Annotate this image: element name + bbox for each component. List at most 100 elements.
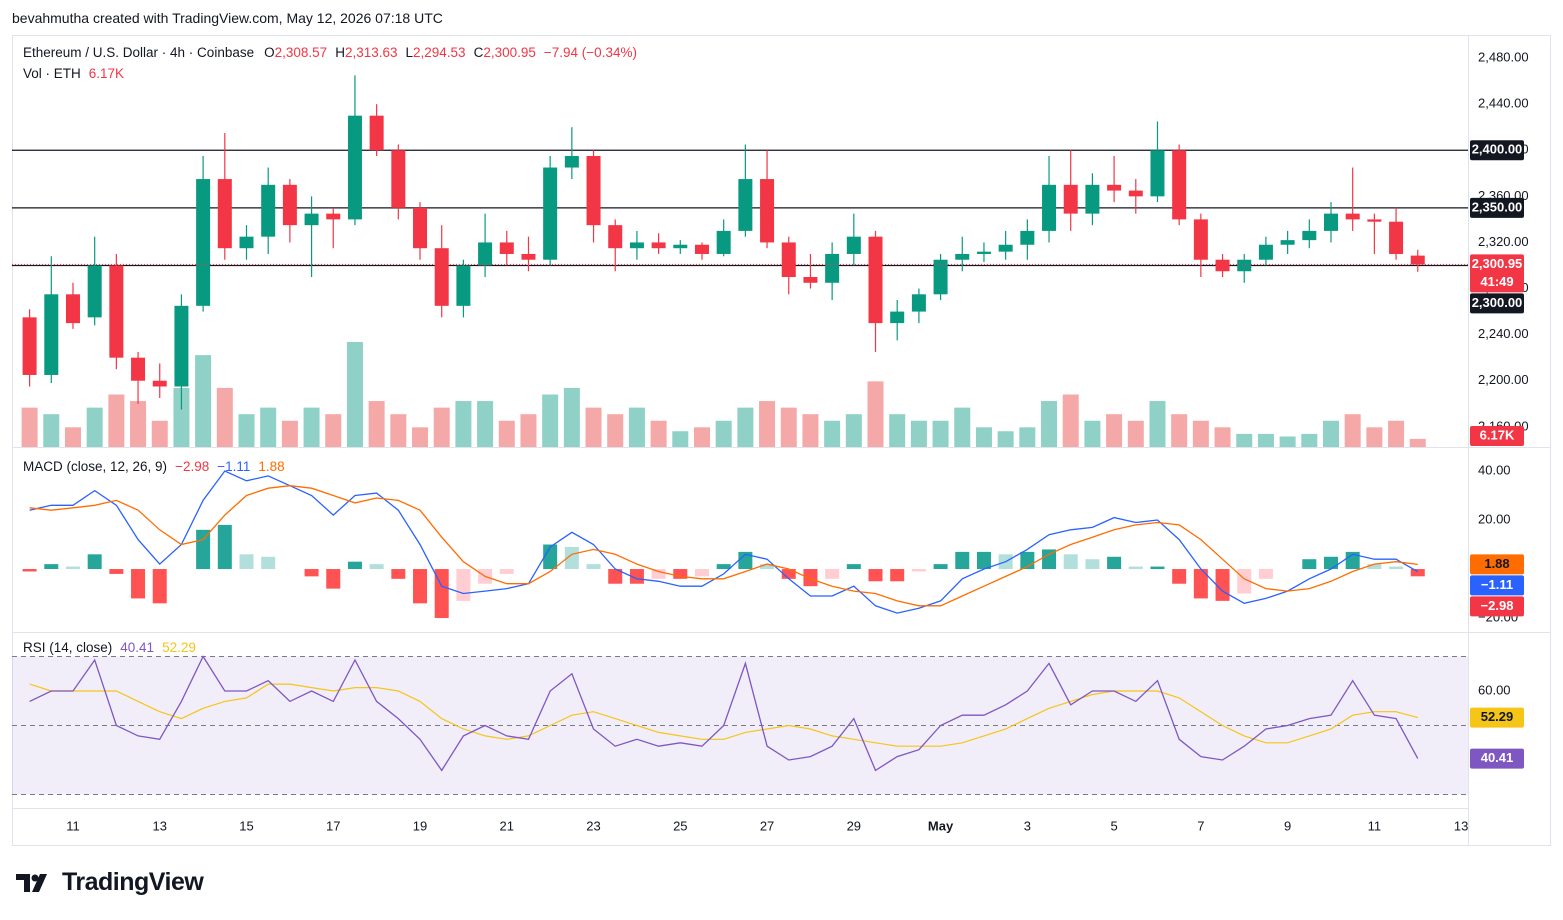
volume-bar [390,414,407,447]
rsi-ma-value: 52.29 [162,640,196,655]
histogram-bar [1128,566,1143,570]
axis-tag-label: 52.29 [1481,709,1514,724]
axis-tag-label: 1.88 [1484,556,1509,571]
candle-body [890,311,905,324]
volume-bar [1279,436,1296,447]
candle-body [1302,230,1317,241]
histogram-bar [564,546,579,570]
y-tick-label: 2,320.00 [1478,234,1529,249]
volume-bar [86,407,103,447]
candle-body [1389,221,1404,254]
histogram-bar [413,569,428,604]
x-tick-label: 15 [239,818,253,833]
candle-body [1150,150,1165,197]
volume-bar [845,414,862,447]
candle-body [608,225,623,249]
histogram-bar [391,569,406,579]
histogram-bar [347,561,362,570]
histogram-bar [716,564,731,570]
signal-value: 1.88 [258,459,285,474]
volume-bar [867,381,884,447]
candle-body [1042,184,1057,231]
histogram-bar [65,566,80,570]
rsi-line [29,655,1419,772]
volume-bar [346,342,363,447]
histogram-bar [434,569,449,619]
volume-bar [130,401,147,447]
x-tick-label: 23 [586,818,600,833]
candle-body [239,236,254,249]
volume-bar [910,420,927,447]
ohlc-key: O [264,45,275,60]
volume-bar [1409,438,1426,447]
volume-bar [1149,401,1166,447]
volume-bar [43,414,60,447]
frame [12,35,1551,846]
histogram-bar [44,564,59,570]
axis-tag [1470,197,1524,218]
histogram-bar [304,569,319,577]
macd-legend: MACD (close, 12, 26, 9) −2.98 −1.11 1.88 [23,459,288,474]
x-tick-label: 11 [66,818,80,833]
volume-bar [1127,420,1144,447]
logo [16,873,47,892]
volume-bar [759,401,776,447]
histogram-bar [629,569,644,584]
histogram-bar [933,564,948,570]
volume-name: Vol · ETH [23,66,81,81]
volume-bar [1366,427,1383,447]
candle-body [694,244,709,254]
histogram-bar [955,551,970,570]
volume-bar [975,427,992,447]
histogram-bar [608,569,623,584]
histogram-bar [1410,569,1425,577]
volume-bar [1214,427,1231,447]
volume-bar [303,407,320,447]
volume-bar [1041,401,1058,447]
histogram-bar [738,551,753,570]
ohlc-value: 2,294.53 [413,45,466,60]
candle-body [998,244,1013,252]
histogram-bar [1389,566,1404,570]
histogram-bar [651,569,666,579]
histogram-bar [1193,569,1208,599]
candle-body [413,207,428,249]
x-tick-label: 27 [760,818,774,833]
volume-bar [672,431,689,447]
ohlc-key: H [335,45,345,60]
histogram-bar [326,569,341,589]
histogram-bar [1107,556,1122,570]
volume-bar [151,420,168,447]
macd-value: −1.11 [217,459,251,474]
axis-tag-label: 2,300.00 [1472,295,1523,310]
volume-bar [607,414,624,447]
volume-bar [693,427,710,447]
histogram-bar [1085,559,1100,570]
histogram-bar [217,524,232,570]
volume-bar [1257,433,1274,447]
candle-body [1258,244,1273,260]
volume-bar [238,414,255,447]
candle-body [1345,213,1360,220]
histogram-bar [499,569,514,574]
histogram-bar [803,569,818,587]
histogram-bar [976,551,991,570]
candle-body [1410,255,1425,265]
volume-bar [1301,433,1318,447]
candle-body [152,380,167,387]
x-tick-label: 13 [1454,818,1468,833]
candle-body [738,179,753,231]
price-legend: Ethereum / U.S. Dollar · 4h · Coinbase O2… [23,45,640,60]
x-tick-label: 21 [500,818,514,833]
volume-bar [954,407,971,447]
candle-body [521,253,536,260]
candle-body [131,357,146,381]
x-tick-label: 7 [1197,818,1204,833]
volume-bar [21,407,38,447]
volume-value: 6.17K [88,66,125,81]
axis-tag-label: −1.11 [1481,577,1513,592]
candle-body [803,277,818,283]
candle-body [846,236,861,254]
histogram-bar [87,554,102,570]
candle-body [65,294,80,324]
